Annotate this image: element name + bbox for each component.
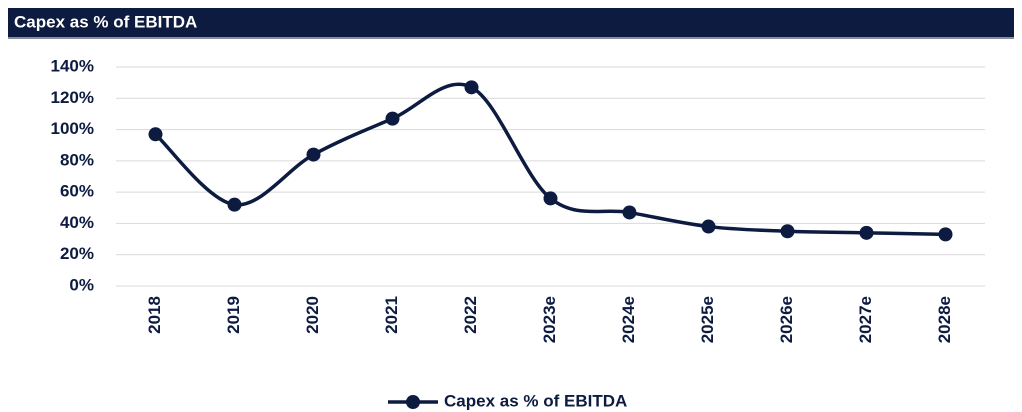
marker [385, 111, 400, 126]
marker [938, 227, 953, 242]
y-tick-label: 20% [60, 244, 94, 263]
title-band [8, 8, 1014, 37]
marker [622, 205, 637, 220]
y-tick-label: 80% [60, 150, 94, 169]
x-tick-label: 2026e [777, 296, 796, 343]
x-tick-label: 2023e [540, 296, 559, 343]
y-tick-label: 0% [69, 275, 94, 294]
y-tick-label: 40% [60, 213, 94, 232]
marker [701, 219, 716, 234]
series-line [154, 82, 946, 237]
y-tick-label: 60% [60, 182, 94, 201]
x-tick-label: 2028e [935, 296, 954, 343]
marker [543, 191, 558, 206]
marker [464, 80, 479, 95]
x-tick-label: 2027e [856, 296, 875, 343]
x-tick-label: 2020 [303, 296, 322, 334]
x-tick-label: 2018 [145, 296, 164, 334]
x-tick-label: 2022 [461, 296, 480, 334]
chart-title: Capex as % of EBITDA [14, 12, 197, 31]
y-tick-label: 120% [51, 88, 94, 107]
x-tick-label: 2019 [224, 296, 243, 334]
marker [859, 225, 874, 240]
x-tick-label: 2025e [698, 296, 717, 343]
legend-label: Capex as % of EBITDA [444, 391, 627, 410]
marker [780, 224, 795, 239]
x-tick-label: 2024e [619, 296, 638, 343]
marker [227, 197, 242, 212]
marker [148, 127, 163, 142]
legend-marker [406, 395, 420, 409]
y-tick-label: 100% [51, 119, 94, 138]
y-tick-label: 140% [51, 56, 94, 75]
marker [306, 147, 321, 162]
x-tick-label: 2021 [382, 296, 401, 334]
